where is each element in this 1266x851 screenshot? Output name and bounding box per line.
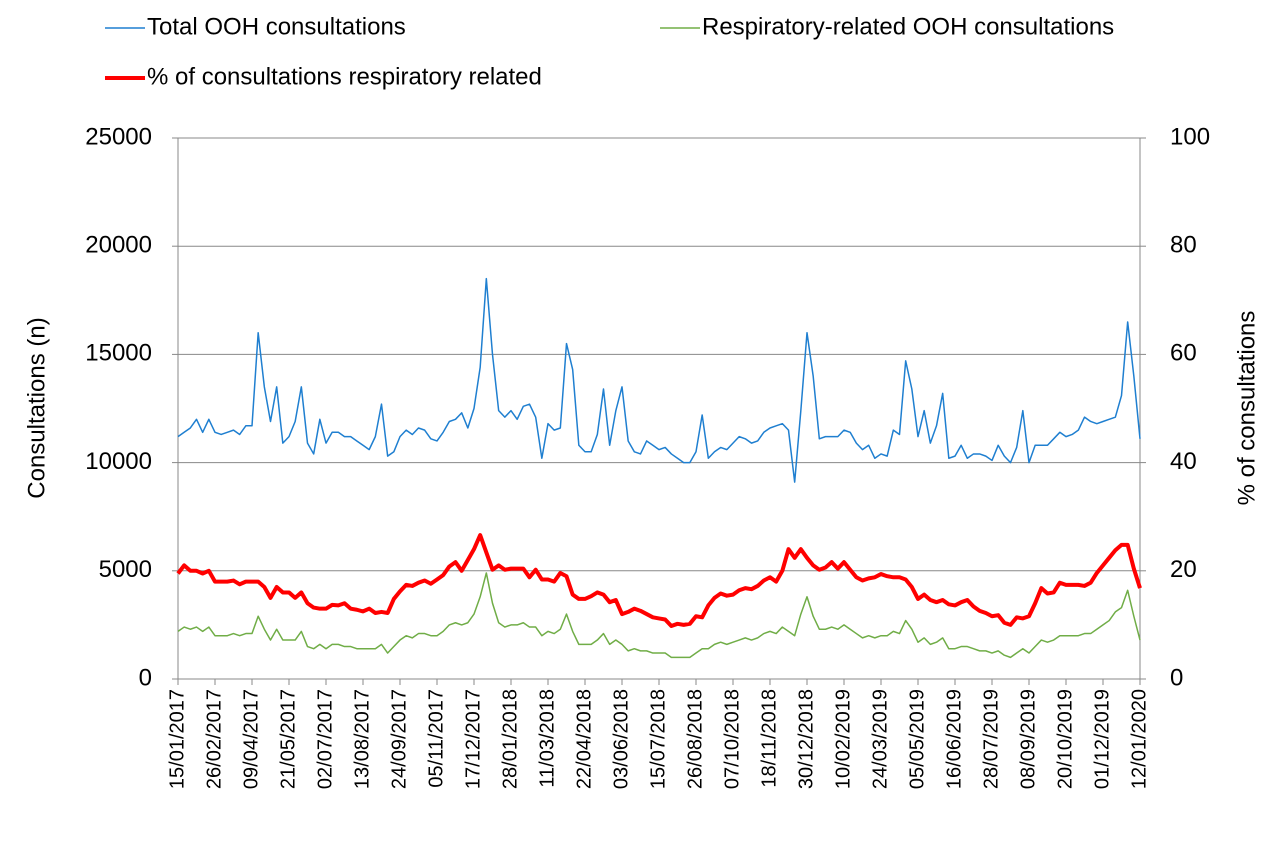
- legend-label: Respiratory-related OOH consultations: [702, 13, 1114, 40]
- y2-tick-label: 20: [1170, 556, 1197, 583]
- x-tick-label: 07/10/2018: [721, 689, 743, 789]
- y2-tick-label: 40: [1170, 448, 1197, 475]
- y2-tick-label: 0: [1170, 664, 1183, 691]
- x-tick-label: 05/05/2019: [906, 689, 928, 789]
- series-line: [176, 533, 1142, 628]
- y-tick-label: 5000: [99, 556, 152, 583]
- y-axis-label: Consultations (n): [23, 317, 50, 498]
- x-tick-label: 24/09/2017: [388, 689, 410, 789]
- x-tick-label: 16/06/2019: [943, 689, 965, 789]
- x-tick-label: 12/01/2020: [1128, 689, 1150, 789]
- x-tick-label: 03/06/2018: [610, 689, 632, 789]
- legend-label: Total OOH consultations: [147, 13, 406, 40]
- x-tick-label: 10/02/2019: [832, 689, 854, 789]
- x-tick-label: 11/03/2018: [536, 689, 558, 788]
- y2-tick-label: 80: [1170, 232, 1197, 259]
- x-tick-label: 18/11/2018: [758, 689, 780, 788]
- x-tick-label: 26/08/2018: [684, 689, 706, 789]
- x-tick-label: 26/02/2017: [203, 689, 225, 789]
- series-line: [177, 572, 1141, 659]
- y-tick-label: 10000: [85, 448, 152, 475]
- y2-axis-label: % of consultations: [1233, 311, 1260, 506]
- x-tick-label: 22/04/2018: [573, 689, 595, 789]
- y2-tick-label: 100: [1170, 123, 1210, 150]
- y2-tick-label: 60: [1170, 340, 1197, 367]
- y-tick-label: 15000: [85, 340, 152, 367]
- x-tick-label: 13/08/2017: [351, 689, 373, 789]
- x-tick-label: 28/01/2018: [499, 689, 521, 789]
- x-tick-label: 17/12/2017: [462, 689, 484, 789]
- x-tick-label: 05/11/2017: [425, 689, 447, 788]
- x-tick-label: 08/09/2019: [1017, 689, 1039, 789]
- x-tick-label: 15/07/2018: [647, 689, 669, 789]
- x-tick-label: 30/12/2018: [795, 689, 817, 789]
- y-tick-label: 25000: [85, 123, 152, 150]
- x-tick-label: 28/07/2019: [980, 689, 1002, 789]
- y-tick-label: 20000: [85, 232, 152, 259]
- series-line: [177, 277, 1141, 483]
- x-tick-label: 09/04/2017: [240, 689, 262, 789]
- x-tick-label: 24/03/2019: [869, 689, 891, 789]
- y-tick-label: 0: [139, 664, 152, 691]
- x-tick-label: 20/10/2019: [1054, 689, 1076, 789]
- x-tick-label: 02/07/2017: [314, 689, 336, 789]
- x-tick-label: 15/01/2017: [166, 689, 188, 789]
- legend-label: % of consultations respiratory related: [147, 63, 542, 90]
- x-tick-label: 01/12/2019: [1091, 689, 1113, 789]
- x-tick-label: 21/05/2017: [277, 689, 299, 789]
